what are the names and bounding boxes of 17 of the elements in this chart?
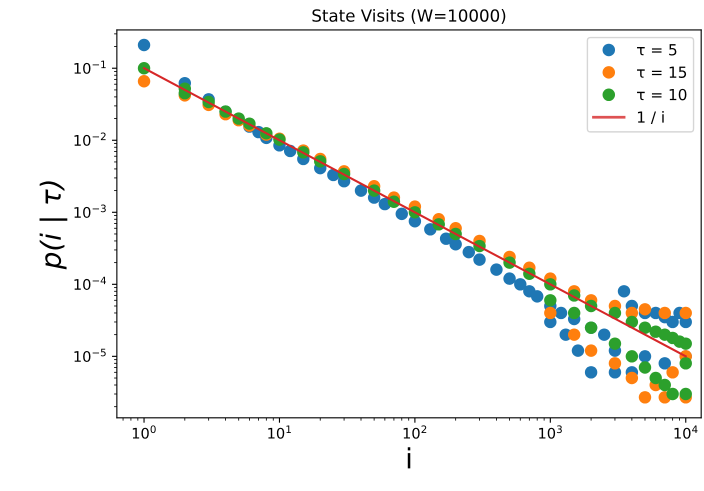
legend-label: τ = 5 [637, 44, 676, 56]
chart-title: State Visits (W=10000) [312, 8, 506, 24]
legend-label: τ = 10 [637, 88, 686, 100]
y-tick-label: 10$^{−4}$ [74, 276, 106, 290]
x-axis-title: i [408, 447, 410, 468]
y-axis-title: p(i | τ) [40, 181, 68, 270]
y-tick-label: 10$^{−2}$ [74, 132, 106, 146]
y-tick-label: 10$^{−5}$ [74, 348, 106, 362]
x-tick-label: 10$^{1}$ [268, 426, 291, 439]
legend-label: τ = 15 [637, 66, 686, 78]
y-tick-label: 10$^{−1}$ [74, 60, 106, 74]
x-tick-label: 10$^{2}$ [404, 425, 426, 439]
x-tick-label: 10$^{0}$ [132, 425, 156, 439]
x-tick-label: 10$^{3}$ [539, 425, 562, 439]
legend-label: 1 / i [638, 110, 664, 124]
y-tick-label: 10$^{−3}$ [74, 204, 106, 218]
x-tick-label: 10$^{4}$ [674, 426, 698, 439]
